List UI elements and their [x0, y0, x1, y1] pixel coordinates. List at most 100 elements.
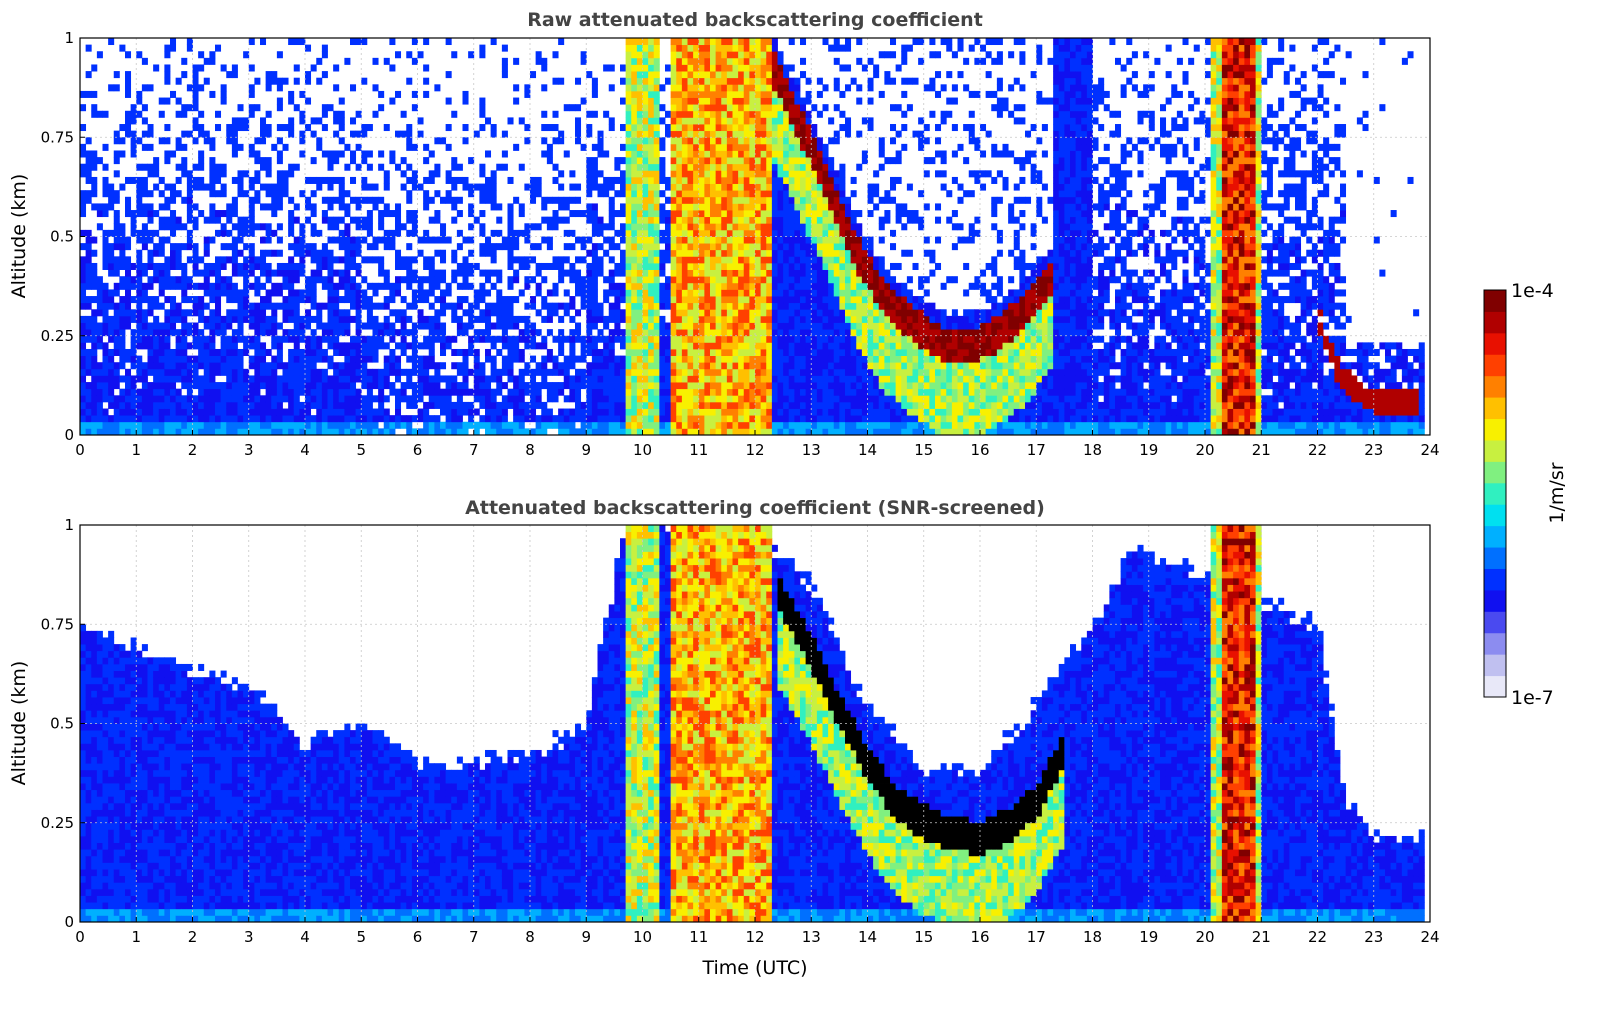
heatmap-cell	[636, 282, 643, 290]
heatmap-cell	[777, 276, 784, 284]
heatmap-cell	[625, 190, 632, 198]
heatmap-cell	[726, 143, 733, 151]
heatmap-cell	[524, 137, 531, 145]
heatmap-cell	[800, 421, 807, 429]
heatmap-cell	[648, 216, 655, 224]
heatmap-cell	[693, 210, 700, 218]
heatmap-cell	[248, 38, 255, 46]
heatmap-cell	[406, 315, 413, 323]
heatmap-cell	[569, 382, 576, 390]
heatmap-cell	[271, 342, 278, 350]
heatmap-cell	[271, 210, 278, 218]
heatmap-cell	[423, 362, 430, 370]
heatmap-cell	[310, 176, 317, 184]
heatmap-cell	[693, 421, 700, 429]
heatmap-cell	[389, 289, 396, 297]
heatmap-cell	[805, 382, 812, 390]
heatmap-cell	[395, 216, 402, 224]
heatmap-cell	[743, 223, 750, 231]
heatmap-cell	[524, 428, 531, 435]
heatmap-cell	[501, 71, 508, 79]
heatmap-cell	[271, 315, 278, 323]
heatmap-cell	[760, 289, 767, 297]
heatmap-cell	[411, 229, 418, 237]
heatmap-cell	[395, 395, 402, 403]
heatmap-cell	[85, 176, 92, 184]
heatmap-cell	[738, 176, 745, 184]
heatmap-cell	[783, 421, 790, 429]
heatmap-cell	[771, 415, 778, 423]
heatmap-cell	[800, 296, 807, 304]
heatmap-cell	[749, 183, 756, 191]
heatmap-cell	[710, 223, 717, 231]
heatmap-cell	[642, 329, 649, 337]
heatmap-cell	[282, 362, 289, 370]
heatmap-cell	[541, 362, 548, 370]
heatmap-cell	[681, 90, 688, 98]
heatmap-cell	[665, 216, 672, 224]
heatmap-cell	[113, 157, 120, 165]
heatmap-cell	[721, 196, 728, 204]
heatmap-cell	[372, 57, 379, 65]
heatmap-cell	[366, 335, 373, 343]
heatmap-cell	[766, 401, 773, 409]
heatmap-cell	[260, 342, 267, 350]
heatmap-cell	[389, 309, 396, 317]
heatmap-cell	[766, 382, 773, 390]
heatmap-cell	[597, 421, 604, 429]
heatmap-cell	[687, 428, 694, 435]
heatmap-cell	[91, 342, 98, 350]
heatmap-cell	[164, 71, 171, 79]
heatmap-cell	[130, 382, 137, 390]
heatmap-cell	[659, 210, 666, 218]
heatmap-cell	[243, 375, 250, 383]
heatmap-cell	[355, 249, 362, 257]
heatmap-cell	[653, 315, 660, 323]
heatmap-cell	[141, 104, 148, 112]
heatmap-cell	[445, 97, 452, 105]
heatmap-cell	[220, 183, 227, 191]
heatmap-cell	[715, 355, 722, 363]
heatmap-cell	[451, 348, 458, 356]
heatmap-cell	[327, 276, 334, 284]
heatmap-cell	[805, 355, 812, 363]
heatmap-cell	[648, 309, 655, 317]
heatmap-cell	[687, 71, 694, 79]
heatmap-cell	[749, 362, 756, 370]
heatmap-cell	[777, 395, 784, 403]
heatmap-cell	[738, 355, 745, 363]
heatmap-cell	[575, 117, 582, 125]
heatmap-cell	[805, 276, 812, 284]
heatmap-cell	[96, 368, 103, 376]
heatmap-cell	[80, 243, 87, 251]
heatmap-cell	[777, 90, 784, 98]
heatmap-cell	[299, 322, 306, 330]
heatmap-cell	[445, 143, 452, 151]
heatmap-cell	[558, 342, 565, 350]
heatmap-cell	[164, 97, 171, 105]
heatmap-cell	[631, 38, 638, 46]
heatmap-cell	[755, 117, 762, 125]
heatmap-cell	[428, 170, 435, 178]
heatmap-cell	[186, 276, 193, 284]
heatmap-cell	[186, 203, 193, 211]
heatmap-cell	[91, 335, 98, 343]
heatmap-cell	[788, 322, 795, 330]
heatmap-cell	[681, 342, 688, 350]
heatmap-cell	[91, 190, 98, 198]
heatmap-cell	[805, 289, 812, 297]
heatmap-cell	[288, 38, 295, 46]
heatmap-cell	[440, 196, 447, 204]
heatmap-cell	[648, 382, 655, 390]
heatmap-cell	[721, 44, 728, 52]
heatmap-cell	[760, 104, 767, 112]
heatmap-cell	[411, 90, 418, 98]
heatmap-cell	[681, 183, 688, 191]
heatmap-cell	[794, 249, 801, 257]
heatmap-cell	[597, 223, 604, 231]
heatmap-cell	[620, 415, 627, 423]
heatmap-cell	[248, 395, 255, 403]
heatmap-cell	[721, 388, 728, 396]
heatmap-cell	[271, 415, 278, 423]
heatmap-cell	[749, 302, 756, 310]
